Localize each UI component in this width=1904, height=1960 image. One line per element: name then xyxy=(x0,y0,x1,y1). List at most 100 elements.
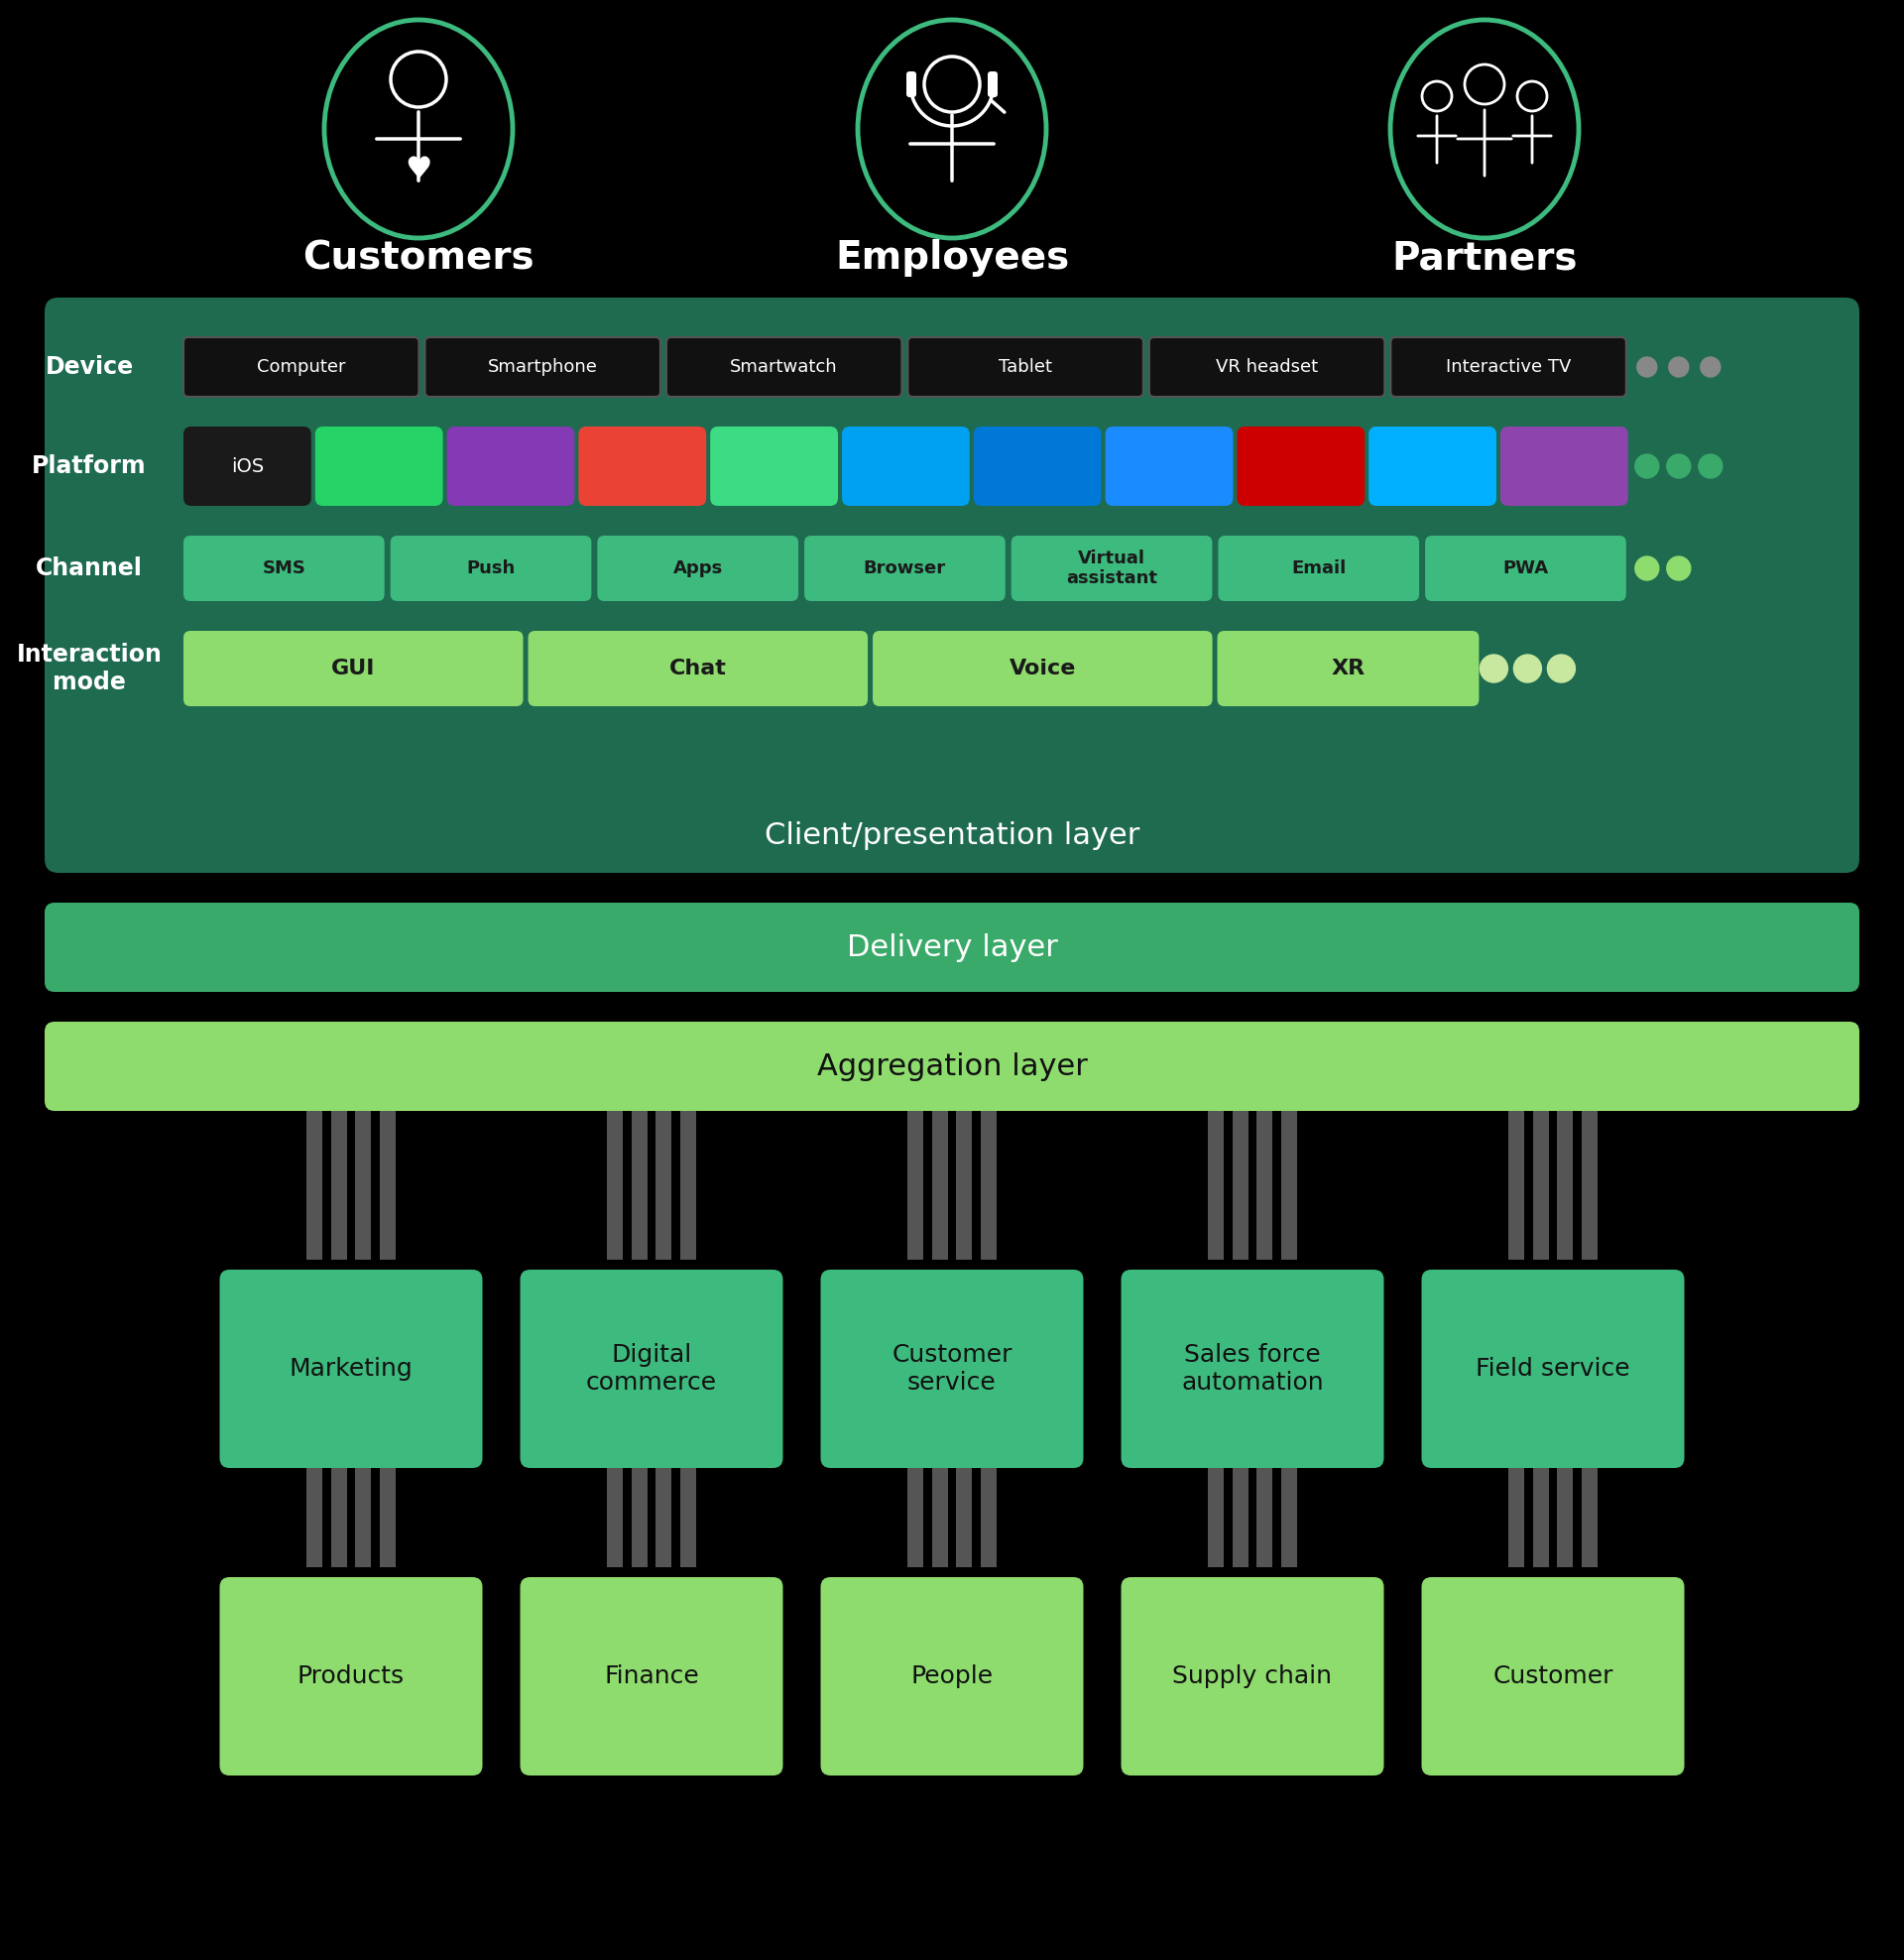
Text: Smartwatch: Smartwatch xyxy=(731,359,838,376)
Circle shape xyxy=(1636,455,1658,478)
Circle shape xyxy=(1668,357,1689,376)
FancyBboxPatch shape xyxy=(183,337,419,396)
FancyBboxPatch shape xyxy=(872,631,1213,706)
Text: Customer
service: Customer service xyxy=(891,1343,1013,1394)
Bar xyxy=(1232,1468,1249,1568)
FancyBboxPatch shape xyxy=(447,427,575,506)
Text: Platform: Platform xyxy=(32,455,147,478)
FancyBboxPatch shape xyxy=(1219,535,1418,602)
Bar xyxy=(1207,1111,1224,1260)
FancyBboxPatch shape xyxy=(842,427,969,506)
Circle shape xyxy=(1637,357,1656,376)
FancyBboxPatch shape xyxy=(219,1270,482,1468)
Text: Products: Products xyxy=(297,1664,406,1688)
Text: Customers: Customers xyxy=(303,239,535,276)
Text: Virtual
assistant: Virtual assistant xyxy=(1066,549,1158,588)
Text: GUI: GUI xyxy=(331,659,375,678)
FancyBboxPatch shape xyxy=(44,1021,1860,1111)
Bar xyxy=(1207,1468,1224,1568)
Circle shape xyxy=(1666,557,1691,580)
Bar xyxy=(379,1111,396,1260)
Text: Interaction
mode: Interaction mode xyxy=(17,643,162,694)
FancyBboxPatch shape xyxy=(906,71,916,98)
FancyBboxPatch shape xyxy=(183,427,310,506)
FancyBboxPatch shape xyxy=(710,427,838,506)
Text: Computer: Computer xyxy=(257,359,347,376)
FancyBboxPatch shape xyxy=(183,535,385,602)
Circle shape xyxy=(1666,455,1691,478)
Text: ♥: ♥ xyxy=(406,157,432,184)
Bar xyxy=(1557,1468,1573,1568)
FancyBboxPatch shape xyxy=(1424,535,1626,602)
Bar xyxy=(1533,1111,1548,1260)
Text: Marketing: Marketing xyxy=(289,1356,413,1380)
Bar xyxy=(956,1111,973,1260)
Text: VR headset: VR headset xyxy=(1217,359,1318,376)
FancyBboxPatch shape xyxy=(520,1578,783,1776)
Text: Email: Email xyxy=(1291,559,1346,578)
Bar xyxy=(655,1111,672,1260)
Bar xyxy=(655,1468,672,1568)
FancyBboxPatch shape xyxy=(1121,1270,1384,1468)
FancyBboxPatch shape xyxy=(803,535,1005,602)
FancyBboxPatch shape xyxy=(908,337,1142,396)
FancyBboxPatch shape xyxy=(988,71,998,98)
Bar xyxy=(931,1111,948,1260)
FancyBboxPatch shape xyxy=(1217,631,1479,706)
Bar xyxy=(331,1111,347,1260)
Text: Supply chain: Supply chain xyxy=(1173,1664,1333,1688)
Bar xyxy=(981,1468,996,1568)
Bar xyxy=(956,1468,973,1568)
Bar xyxy=(607,1111,623,1260)
Text: Channel: Channel xyxy=(36,557,143,580)
Text: Sales force
automation: Sales force automation xyxy=(1180,1343,1323,1394)
Bar xyxy=(1582,1111,1597,1260)
Bar xyxy=(307,1111,322,1260)
Bar xyxy=(1281,1468,1297,1568)
FancyBboxPatch shape xyxy=(1121,1578,1384,1776)
FancyBboxPatch shape xyxy=(425,337,661,396)
FancyBboxPatch shape xyxy=(821,1270,1083,1468)
Text: Delivery layer: Delivery layer xyxy=(847,933,1057,962)
FancyBboxPatch shape xyxy=(1150,337,1384,396)
FancyBboxPatch shape xyxy=(183,631,524,706)
FancyBboxPatch shape xyxy=(316,427,444,506)
Text: People: People xyxy=(910,1664,994,1688)
Circle shape xyxy=(1700,357,1721,376)
Text: Digital
commerce: Digital commerce xyxy=(586,1343,718,1394)
Bar xyxy=(632,1111,647,1260)
Bar xyxy=(1508,1468,1525,1568)
Text: Apps: Apps xyxy=(672,559,724,578)
Text: Browser: Browser xyxy=(864,559,946,578)
FancyBboxPatch shape xyxy=(973,427,1101,506)
Bar xyxy=(1281,1111,1297,1260)
Circle shape xyxy=(1514,655,1542,682)
Bar xyxy=(908,1468,923,1568)
Bar xyxy=(1582,1468,1597,1568)
Text: PWA: PWA xyxy=(1502,559,1548,578)
Bar xyxy=(1508,1111,1525,1260)
Bar xyxy=(908,1111,923,1260)
Bar xyxy=(307,1468,322,1568)
FancyBboxPatch shape xyxy=(1106,427,1234,506)
FancyBboxPatch shape xyxy=(1369,427,1497,506)
Text: Interactive TV: Interactive TV xyxy=(1445,359,1571,376)
Text: Customer: Customer xyxy=(1493,1664,1613,1688)
Bar xyxy=(1257,1111,1272,1260)
Text: XR: XR xyxy=(1331,659,1365,678)
Bar xyxy=(1557,1111,1573,1260)
Bar xyxy=(607,1468,623,1568)
FancyBboxPatch shape xyxy=(598,535,798,602)
FancyBboxPatch shape xyxy=(1500,427,1628,506)
Bar xyxy=(356,1468,371,1568)
Text: Voice: Voice xyxy=(1009,659,1076,678)
Text: Finance: Finance xyxy=(604,1664,699,1688)
Text: Client/presentation layer: Client/presentation layer xyxy=(764,821,1140,849)
Bar xyxy=(931,1468,948,1568)
FancyBboxPatch shape xyxy=(1422,1578,1685,1776)
Text: Employees: Employees xyxy=(834,239,1070,276)
Bar xyxy=(680,1111,697,1260)
Circle shape xyxy=(1479,655,1508,682)
FancyBboxPatch shape xyxy=(1238,427,1365,506)
Text: Aggregation layer: Aggregation layer xyxy=(817,1053,1087,1080)
